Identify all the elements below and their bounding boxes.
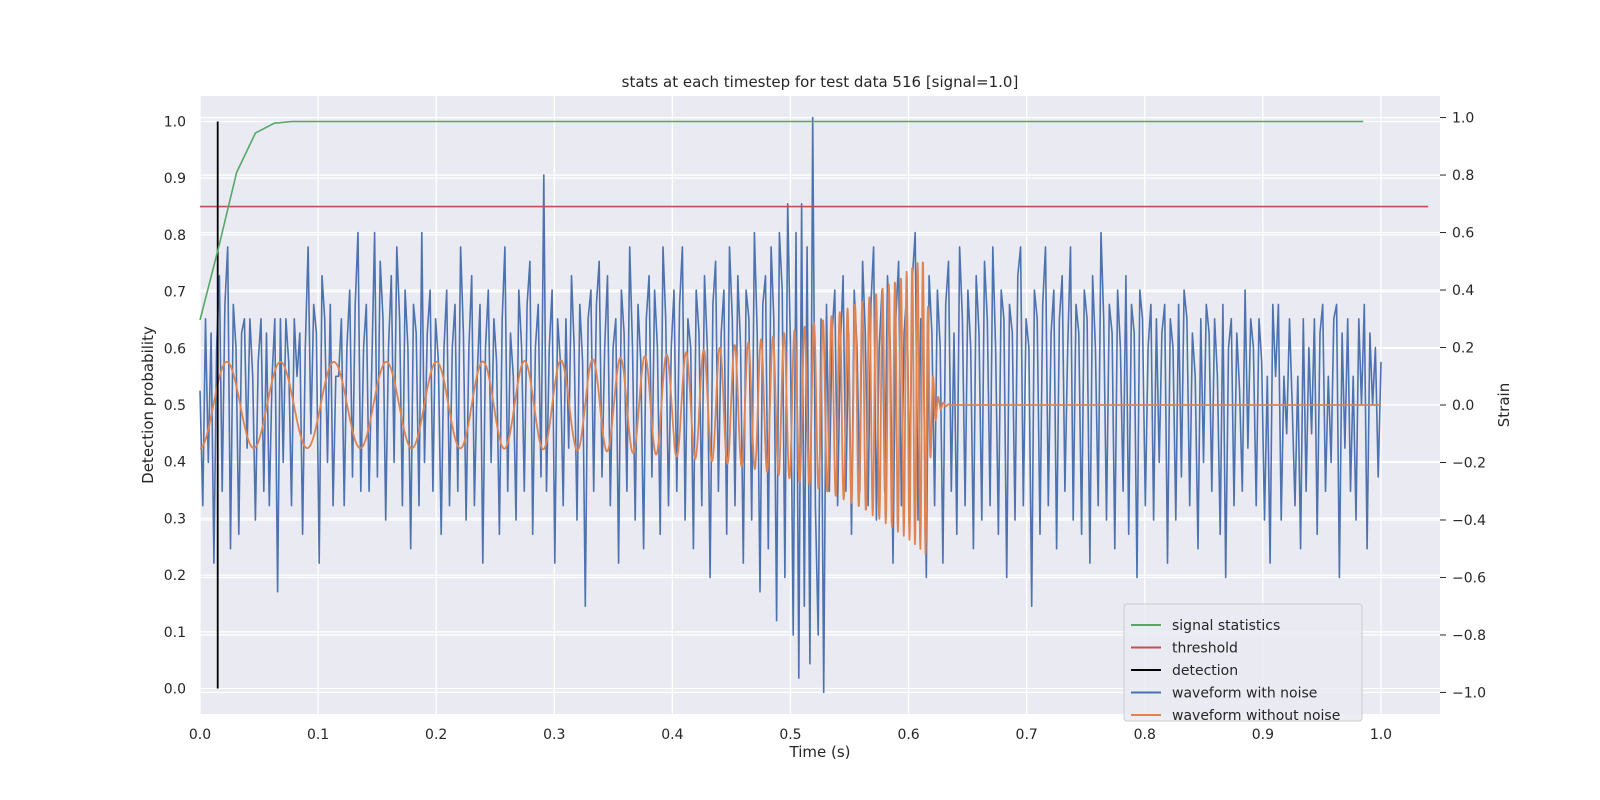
right-y-tick-label: −1.0 xyxy=(1452,685,1486,701)
legend-label: waveform with noise xyxy=(1172,686,1317,702)
x-axis-label: Time (s) xyxy=(789,743,851,761)
right-y-tick-label: −0.8 xyxy=(1452,628,1486,644)
x-axis-ticks: 0.0 0.1 0.2 0.3 0.4 0.5 0.6 0.7 0.8 0.9 1.0 xyxy=(189,727,1392,743)
right-y-axis-label: Strain xyxy=(1495,383,1513,427)
left-y-tick-label: 0.9 xyxy=(164,171,186,187)
left-y-tick-label: 0.0 xyxy=(164,681,186,697)
x-tick-label: 0.7 xyxy=(1016,727,1038,743)
legend: signal statistics threshold detection wavef… xyxy=(1123,603,1363,724)
right-y-tick-label: 0.4 xyxy=(1452,283,1474,299)
left-y-tick-label: 0.3 xyxy=(164,511,186,527)
legend-label: detection xyxy=(1172,663,1238,679)
left-y-tick-label: 1.0 xyxy=(164,115,186,131)
legend-label: signal statistics xyxy=(1172,618,1280,634)
left-y-tick-label: 0.1 xyxy=(164,625,186,641)
x-tick-label: 0.2 xyxy=(425,727,447,743)
x-tick-label: 0.9 xyxy=(1252,727,1274,743)
x-tick-label: 0.1 xyxy=(307,727,329,743)
x-tick-label: 0.8 xyxy=(1134,727,1156,743)
right-y-tick-label: −0.4 xyxy=(1452,513,1486,529)
left-y-tick-label: 0.7 xyxy=(164,285,186,301)
left-y-tick-label: 0.6 xyxy=(164,341,186,357)
right-y-tick-label: 0.8 xyxy=(1452,168,1474,184)
right-y-tick-label: 0.2 xyxy=(1452,341,1474,357)
left-y-tick-label: 0.4 xyxy=(164,455,186,471)
waveform-with-noise-line xyxy=(199,116,1382,694)
legend-label: threshold xyxy=(1172,641,1238,657)
signal-statistics-line xyxy=(199,120,1364,321)
x-tick-label: 0.3 xyxy=(543,727,565,743)
x-tick-label: 0.6 xyxy=(897,727,919,743)
x-tick-label: 1.0 xyxy=(1370,727,1392,743)
left-y-axis-ticks: 0.0 0.1 0.2 0.3 0.4 0.5 0.6 0.7 0.8 0.9 1.0 xyxy=(164,115,186,698)
right-y-tick-label: 0.6 xyxy=(1452,226,1474,242)
right-y-tick-label: −0.2 xyxy=(1452,455,1486,471)
left-y-tick-label: 0.5 xyxy=(164,398,186,414)
x-tick-label: 0.0 xyxy=(189,727,211,743)
right-y-tick-label: −0.6 xyxy=(1452,570,1486,586)
chart-title: stats at each timestep for test data 516… xyxy=(622,73,1019,91)
series-lines xyxy=(199,116,1429,694)
waveform-without-noise-line xyxy=(199,261,1382,555)
left-y-axis-label: Detection probability xyxy=(139,326,157,484)
x-tick-label: 0.5 xyxy=(779,727,801,743)
left-y-tick-label: 0.8 xyxy=(164,228,186,244)
right-y-axis-ticks: −1.0 −0.8 −0.6 −0.4 −0.2 0.0 0.2 0.4 0.6 0.8 1.0 xyxy=(1440,111,1486,701)
legend-box xyxy=(1123,603,1363,722)
left-y-tick-label: 0.2 xyxy=(164,568,186,584)
legend-label: waveform without noise xyxy=(1172,708,1340,724)
x-tick-label: 0.4 xyxy=(661,727,683,743)
right-y-tick-label: 0.0 xyxy=(1452,398,1474,414)
right-y-tick-label: 1.0 xyxy=(1452,111,1474,127)
